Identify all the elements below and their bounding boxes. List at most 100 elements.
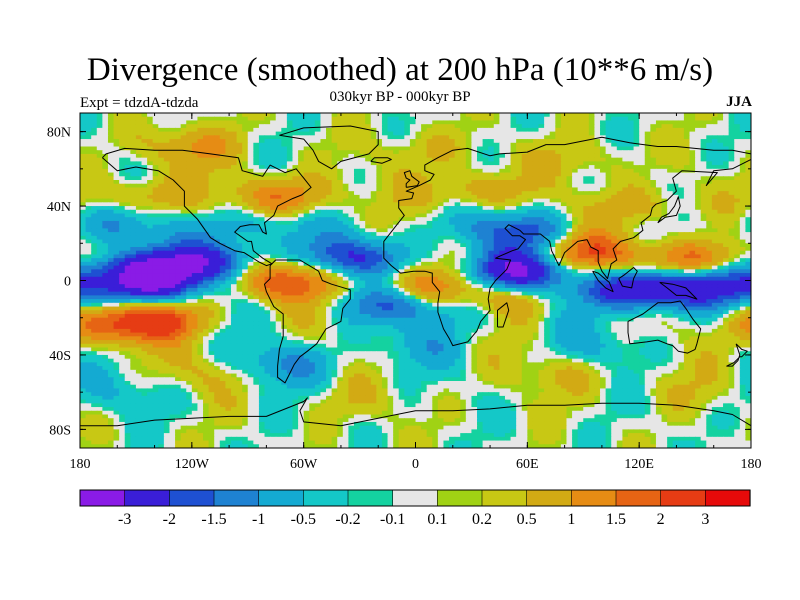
field-cell xyxy=(298,161,305,166)
field-cell xyxy=(208,254,215,259)
field-cell xyxy=(639,254,646,259)
field-cell xyxy=(560,191,568,196)
field-cell xyxy=(230,120,238,125)
field-cell xyxy=(572,217,579,222)
field-cell xyxy=(577,232,584,237)
field-cell xyxy=(728,146,735,151)
field-cell xyxy=(286,228,294,233)
field-cell xyxy=(326,139,333,144)
field-cell xyxy=(236,113,243,118)
field-cell xyxy=(158,250,165,256)
field-cell xyxy=(152,183,159,189)
field-cell xyxy=(270,124,277,129)
field-cell xyxy=(421,135,428,140)
field-cell xyxy=(186,150,193,155)
field-cell xyxy=(163,142,171,148)
field-cell xyxy=(191,202,199,207)
field-cell xyxy=(449,127,456,133)
field-cell xyxy=(242,243,249,248)
field-cell xyxy=(326,131,333,136)
field-cell xyxy=(471,209,478,215)
field-cell xyxy=(460,235,467,241)
field-cell xyxy=(135,183,143,189)
field-cell xyxy=(197,113,204,118)
field-cell xyxy=(370,187,377,192)
field-cell xyxy=(426,228,433,233)
field-cell xyxy=(449,209,456,215)
field-cell xyxy=(175,187,182,192)
field-cell xyxy=(655,191,663,196)
field-cell xyxy=(717,131,724,136)
field-cell xyxy=(644,217,651,222)
field-cell xyxy=(365,161,372,166)
field-cell xyxy=(421,120,428,125)
field-cell xyxy=(426,250,433,256)
field-cell xyxy=(124,131,131,136)
field-cell xyxy=(538,139,545,144)
field-cell xyxy=(130,206,137,211)
field-cell xyxy=(717,202,724,207)
field-cell xyxy=(493,150,500,155)
field-cell xyxy=(544,157,551,162)
field-cell xyxy=(326,120,333,125)
field-cell xyxy=(314,146,322,151)
field-cell xyxy=(577,209,584,215)
field-cell xyxy=(242,258,249,263)
field-cell xyxy=(342,213,349,218)
field-cell xyxy=(655,153,663,159)
field-cell xyxy=(426,217,433,222)
field-cell xyxy=(700,247,707,252)
field-cell xyxy=(421,168,428,174)
field-cell xyxy=(667,183,674,189)
field-cell xyxy=(113,191,120,196)
field-cell xyxy=(655,127,663,133)
field-cell xyxy=(365,202,372,207)
field-cell xyxy=(482,142,489,148)
field-cell xyxy=(197,239,204,244)
field-cell xyxy=(538,220,545,226)
field-cell xyxy=(695,183,702,189)
field-cell xyxy=(482,202,489,207)
field-cell xyxy=(633,157,640,162)
field-cell xyxy=(611,209,618,215)
field-cell xyxy=(700,142,707,148)
field-cell xyxy=(376,261,383,267)
field-cell xyxy=(320,202,327,207)
field-cell xyxy=(588,120,596,125)
field-cell xyxy=(616,131,623,136)
field-cell xyxy=(80,120,87,125)
field-cell xyxy=(219,235,226,241)
field-cell xyxy=(600,235,607,241)
field-cell xyxy=(488,180,495,185)
field-cell xyxy=(141,261,148,267)
field-cell xyxy=(555,209,562,215)
field-cell xyxy=(499,202,506,207)
field-cell xyxy=(175,139,182,144)
field-cell xyxy=(175,150,182,155)
field-cell xyxy=(236,228,243,233)
field-cell xyxy=(398,239,405,244)
field-cell xyxy=(717,235,724,241)
field-cell xyxy=(186,153,193,159)
field-cell xyxy=(247,209,254,215)
field-cell xyxy=(169,135,176,140)
field-cell xyxy=(292,183,299,189)
field-cell xyxy=(225,224,232,229)
field-cell xyxy=(683,228,691,233)
field-cell xyxy=(700,131,707,136)
field-cell xyxy=(80,254,87,259)
field-cell xyxy=(499,261,506,267)
field-cell xyxy=(124,228,131,233)
field-cell xyxy=(745,217,751,222)
field-cell xyxy=(180,243,187,248)
field-cell xyxy=(611,127,618,133)
field-cell xyxy=(616,213,623,218)
field-cell xyxy=(717,153,724,159)
field-cell xyxy=(616,198,623,203)
field-cell xyxy=(588,176,596,181)
field-cell xyxy=(516,239,523,244)
field-cell xyxy=(449,232,456,237)
field-cell xyxy=(96,261,103,267)
field-cell xyxy=(706,261,713,267)
field-cell xyxy=(460,228,467,233)
